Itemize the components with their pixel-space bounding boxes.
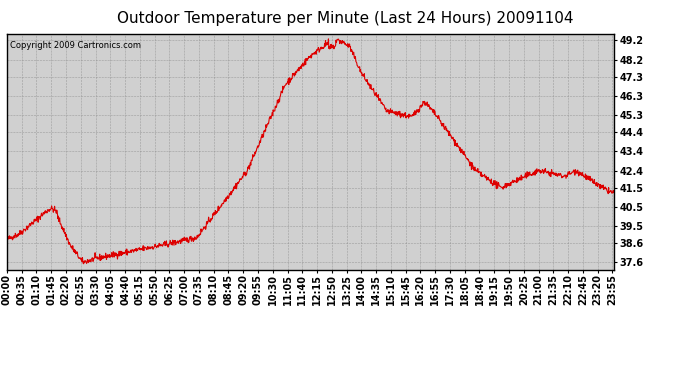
Text: Copyright 2009 Cartronics.com: Copyright 2009 Cartronics.com bbox=[10, 41, 141, 50]
Text: Outdoor Temperature per Minute (Last 24 Hours) 20091104: Outdoor Temperature per Minute (Last 24 … bbox=[117, 11, 573, 26]
